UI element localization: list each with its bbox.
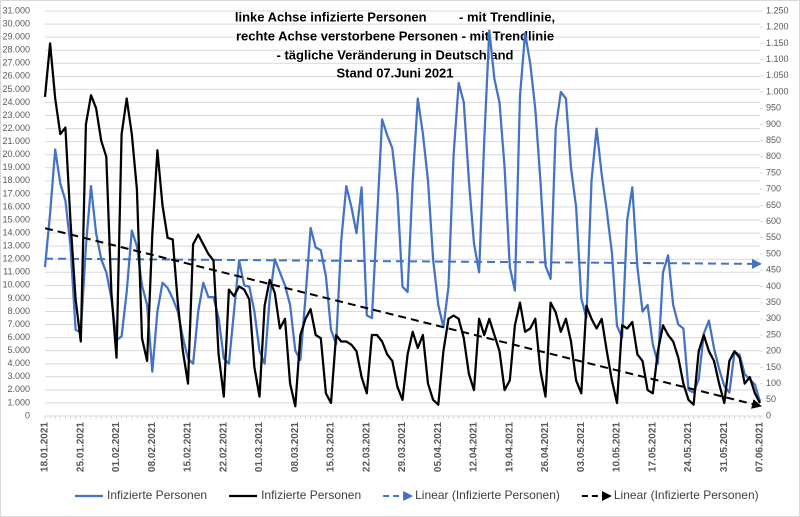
chart-title: Stand 07.Juni 2021 — [336, 65, 453, 80]
y2-tick-label: 50 — [766, 394, 776, 404]
x-tick-label: 17.05.2021 — [647, 422, 658, 472]
y-tick-label: 4.000 — [7, 358, 30, 368]
y-tick-label: 22.000 — [2, 123, 30, 133]
y2-tick-label: 400 — [766, 281, 781, 291]
y-tick-label: 24.000 — [2, 97, 30, 107]
y2-tick-label: 1.100 — [766, 54, 789, 64]
x-tick-label: 03.05.2021 — [576, 422, 587, 472]
y-tick-label: 10.000 — [2, 280, 30, 290]
series-line — [43, 42, 761, 408]
x-tick-label: 15.03.2021 — [326, 422, 337, 472]
y2-tick-label: 0 — [766, 410, 771, 420]
x-tick-label: 01.03.2021 — [254, 422, 265, 472]
x-tick-label: 07.06.2021 — [755, 422, 766, 472]
y-tick-label: 1.000 — [7, 397, 30, 407]
y2-tick-label: 300 — [766, 313, 781, 323]
y2-tick-label: 550 — [766, 232, 781, 242]
y-tick-label: 3.000 — [7, 371, 30, 381]
y2-tick-label: 1.000 — [766, 86, 789, 96]
x-tick-label: 29.03.2021 — [397, 422, 408, 472]
y-tick-label: 26.000 — [2, 71, 30, 81]
x-tick-label: 22.03.2021 — [361, 422, 372, 472]
x-tick-label: 22.02.2021 — [218, 422, 229, 472]
chart-title: - tägliche Veränderung in Deutschland — [277, 47, 514, 62]
y-tick-label: 29.000 — [2, 32, 30, 42]
chart-title: rechte Achse verstorbene Personen - mit … — [236, 28, 554, 43]
x-tick-label: 08.03.2021 — [290, 422, 301, 472]
x-tick-label: 10.05.2021 — [612, 422, 623, 472]
y2-tick-label: 500 — [766, 248, 781, 258]
y2-tick-label: 1.200 — [766, 22, 789, 32]
y-tick-label: 14.000 — [2, 227, 30, 237]
y2-tick-label: 750 — [766, 167, 781, 177]
y2-tick-label: 900 — [766, 119, 781, 129]
y2-tick-label: 800 — [766, 151, 781, 161]
y-tick-label: 25.000 — [2, 84, 30, 94]
x-tick-label: 12.04.2021 — [469, 422, 480, 472]
x-tick-label: 24.05.2021 — [683, 422, 694, 472]
x-tick-label: 01.02.2021 — [111, 422, 122, 472]
y2-tick-label: 600 — [766, 216, 781, 226]
legend-label: Infizierte Personen — [107, 488, 207, 502]
y-tick-label: 0 — [25, 410, 30, 420]
y-tick-label: 20.000 — [2, 149, 30, 159]
y2-tick-label: 950 — [766, 103, 781, 113]
trendline — [44, 257, 762, 269]
y2-tick-label: 850 — [766, 135, 781, 145]
y-tick-label: 23.000 — [2, 110, 30, 120]
x-tick-label: 15.02.2021 — [183, 422, 194, 472]
y-tick-label: 31.000 — [2, 5, 30, 15]
y-tick-label: 7.000 — [7, 319, 30, 329]
x-tick-label: 18.01.2021 — [40, 422, 51, 472]
y-tick-label: 17.000 — [2, 188, 30, 198]
y-tick-label: 9.000 — [7, 293, 30, 303]
y-tick-label: 8.000 — [7, 306, 30, 316]
y-tick-label: 5.000 — [7, 345, 30, 355]
y-tick-label: 15.000 — [2, 214, 30, 224]
x-tick-label: 25.01.2021 — [75, 422, 86, 472]
y-tick-label: 16.000 — [2, 201, 30, 211]
y2-tick-label: 250 — [766, 329, 781, 339]
y-tick-label: 6.000 — [7, 332, 30, 342]
y-tick-label: 30.000 — [2, 18, 30, 28]
y2-tick-label: 700 — [766, 184, 781, 194]
y2-tick-label: 1.150 — [766, 38, 789, 48]
y-tick-label: 28.000 — [2, 45, 30, 55]
series-line — [43, 29, 762, 402]
y2-tick-label: 100 — [766, 378, 781, 388]
y2-tick-label: 150 — [766, 362, 781, 372]
legend-label: Linear (Infizierte Personen) — [614, 488, 759, 502]
y-tick-label: 27.000 — [2, 58, 30, 68]
x-tick-label: 08.02.2021 — [147, 422, 158, 472]
y-tick-label: 21.000 — [2, 136, 30, 146]
trendline — [44, 227, 762, 409]
legend-label: Linear (Infizierte Personen) — [415, 488, 560, 502]
chart-title: linke Achse infizierte Personen - mit Tr… — [235, 9, 555, 24]
y2-tick-label: 450 — [766, 265, 781, 275]
y-tick-label: 12.000 — [2, 254, 30, 264]
x-tick-label: 26.04.2021 — [540, 422, 551, 472]
y-tick-label: 18.000 — [2, 175, 30, 185]
y-tick-label: 11.000 — [3, 267, 30, 277]
y2-tick-label: 200 — [766, 346, 781, 356]
y2-tick-label: 350 — [766, 297, 781, 307]
y2-tick-label: 1.050 — [766, 70, 789, 80]
x-tick-label: 19.04.2021 — [504, 422, 515, 472]
y-tick-label: 13.000 — [2, 241, 30, 251]
x-tick-label: 31.05.2021 — [719, 422, 730, 472]
y2-tick-label: 1.250 — [766, 5, 789, 15]
y2-tick-label: 650 — [766, 200, 781, 210]
x-tick-label: 05.04.2021 — [433, 422, 444, 472]
y-tick-label: 19.000 — [2, 162, 30, 172]
legend-label: Infizierte Personen — [261, 488, 361, 502]
y-tick-label: 2.000 — [7, 384, 30, 394]
